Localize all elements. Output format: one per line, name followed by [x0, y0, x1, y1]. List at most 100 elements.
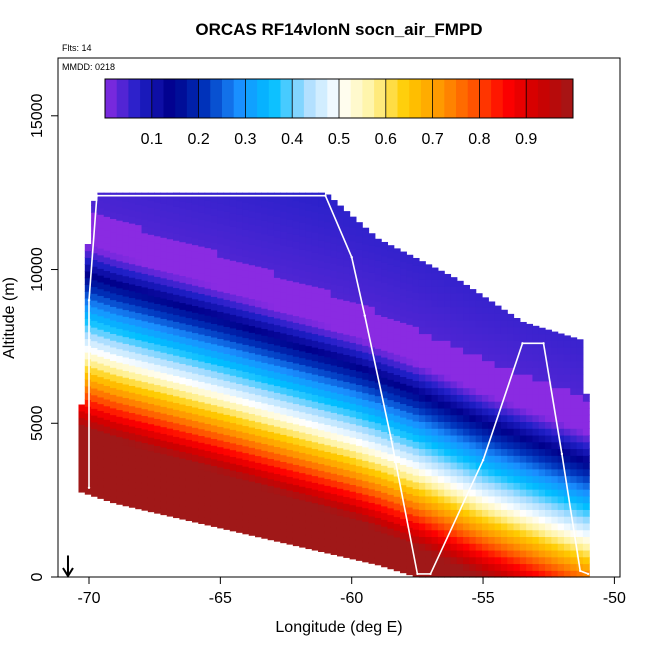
flight-track-point	[586, 572, 590, 576]
flight-track-point	[429, 572, 432, 576]
heatmap-cell	[280, 515, 288, 523]
heatmap-cell	[204, 233, 212, 242]
heatmap-cell	[267, 336, 275, 345]
heatmap-cell	[299, 350, 307, 359]
heatmap-cell	[166, 394, 174, 402]
heatmap-cell	[488, 529, 496, 538]
heatmap-cell	[400, 288, 407, 296]
heatmap-cell	[368, 319, 376, 328]
heatmap-cell	[431, 556, 439, 565]
heatmap-cell	[557, 468, 565, 477]
heatmap-cell	[336, 393, 344, 401]
heatmap-cell	[154, 269, 162, 277]
heatmap-cell	[557, 529, 565, 538]
heatmap-cell	[400, 565, 407, 574]
heatmap-cell	[286, 361, 294, 369]
heatmap-cell	[412, 542, 420, 551]
heatmap-cell	[488, 421, 496, 429]
heatmap-cell	[154, 316, 162, 325]
heatmap-cell	[324, 289, 332, 297]
heatmap-cell	[147, 416, 155, 425]
heatmap-cell	[437, 570, 445, 578]
heatmap-cell	[393, 502, 401, 511]
heatmap-cell	[166, 346, 174, 355]
heatmap-cell	[482, 570, 489, 578]
heatmap-cell	[324, 329, 332, 338]
heatmap-cell	[110, 367, 117, 375]
heatmap-cell	[324, 390, 332, 398]
heatmap-cell	[179, 424, 187, 432]
heatmap-cell	[400, 389, 407, 398]
heatmap-cell	[223, 258, 231, 267]
heatmap-cell	[318, 477, 325, 485]
heatmap-cell	[431, 292, 439, 301]
heatmap-cell	[311, 238, 319, 247]
heatmap-cell	[526, 434, 534, 443]
heatmap-cell	[255, 408, 262, 416]
heatmap-cell	[507, 563, 515, 571]
heatmap-cell	[179, 363, 187, 371]
heatmap-cell	[406, 500, 414, 508]
heatmap-cell	[210, 506, 218, 514]
heatmap-cell	[450, 489, 458, 497]
heatmap-cell	[280, 366, 288, 375]
heatmap-cell	[110, 434, 117, 443]
heatmap-cell	[418, 549, 426, 558]
heatmap-cell	[368, 529, 376, 537]
heatmap-cell	[116, 314, 124, 323]
heatmap-cell	[387, 352, 395, 360]
heatmap-cell	[469, 360, 477, 368]
heatmap-cell	[456, 292, 464, 301]
heatmap-cell	[349, 294, 357, 303]
heatmap-cell	[526, 407, 534, 416]
flight-track-point	[324, 194, 327, 197]
heatmap-cell	[343, 293, 351, 301]
heatmap-cell	[318, 517, 325, 525]
heatmap-cell	[374, 436, 382, 444]
heatmap-cell	[450, 299, 458, 308]
heatmap-cell	[147, 192, 155, 195]
heatmap-cell	[255, 421, 262, 430]
heatmap-cell	[551, 563, 559, 571]
heatmap-cell	[248, 291, 256, 300]
heatmap-cell	[286, 510, 294, 518]
heatmap-cell	[185, 391, 193, 400]
heatmap-cell	[400, 281, 407, 290]
heatmap-cell	[179, 431, 187, 439]
heatmap-cell	[381, 526, 389, 534]
heatmap-cell	[154, 242, 162, 250]
heatmap-cell	[198, 347, 206, 355]
heatmap-cell	[210, 451, 218, 460]
heatmap-cell	[500, 475, 508, 483]
heatmap-cell	[557, 380, 565, 389]
heatmap-cell	[191, 515, 199, 523]
heatmap-cell	[425, 509, 433, 517]
heatmap-cell	[425, 306, 433, 314]
heatmap-cell	[166, 367, 174, 375]
colorbar-segment	[210, 79, 223, 118]
heatmap-cell	[570, 347, 578, 355]
heatmap-cell	[387, 277, 395, 286]
heatmap-cell	[374, 456, 382, 464]
heatmap-cell	[154, 323, 162, 331]
heatmap-cell	[488, 387, 496, 395]
heatmap-cell	[141, 415, 149, 423]
heatmap-cell	[160, 419, 168, 428]
colorbar-segment	[502, 79, 515, 118]
y-tick-label: 5000	[29, 405, 46, 441]
heatmap-cell	[412, 312, 420, 321]
heatmap-cell	[261, 517, 269, 526]
heatmap-cell	[286, 462, 294, 471]
heatmap-cell	[103, 432, 111, 441]
heatmap-cell	[507, 387, 515, 395]
heatmap-cell	[418, 347, 426, 355]
heatmap-cell	[343, 388, 351, 396]
heatmap-cell	[450, 522, 458, 531]
heatmap-cell	[444, 340, 452, 348]
heatmap-cell	[381, 499, 389, 507]
heatmap-cell	[456, 509, 464, 517]
heatmap-cell	[318, 409, 325, 417]
heatmap-cell	[469, 434, 477, 443]
heatmap-cell	[185, 351, 193, 359]
heatmap-cell	[355, 377, 363, 385]
